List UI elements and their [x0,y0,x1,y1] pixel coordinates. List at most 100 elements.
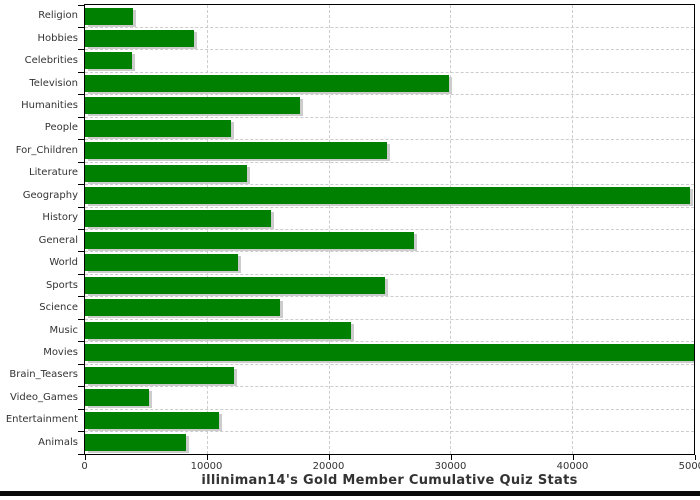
y-axis-label-hobbies: Hobbies [37,32,78,44]
bar-video_games [85,389,149,407]
y-axis-tick [78,139,84,141]
y-axis-tick [78,408,84,410]
bar-general [85,232,414,249]
x-axis-tick-label: 50000 [678,461,700,472]
bottom-divider-bar [0,491,700,496]
x-axis-tick [572,455,574,460]
horizontal-gridline [85,71,694,73]
y-axis-label-animals: Animals [38,436,78,448]
y-axis-label-music: Music [49,324,78,336]
y-axis-tick [78,116,84,118]
y-axis-label-movies: Movies [43,346,78,358]
horizontal-gridline [85,139,694,141]
y-axis-tick [78,273,84,275]
bar-science [85,299,280,317]
y-axis-label-television: Television [29,77,78,89]
horizontal-gridline [85,273,694,275]
y-axis-tick [78,26,84,28]
bar-sports [85,276,386,294]
plot-area [84,4,695,455]
horizontal-gridline [85,206,694,208]
y-axis-tick [78,386,84,388]
bar-television [85,74,449,92]
bar-literature [85,164,248,182]
y-axis-label-people: People [44,122,78,134]
horizontal-gridline [85,49,694,51]
bar-for_children [85,142,388,160]
vertical-gridline [572,5,574,454]
y-axis-tick [78,71,84,73]
y-axis-tick [78,318,84,320]
horizontal-gridline [85,116,694,118]
y-axis-label-video_games: Video_Games [10,391,78,403]
y-axis-tick [78,431,84,433]
y-axis-label-brain_teasers: Brain_Teasers [9,369,78,381]
horizontal-gridline [85,296,694,298]
bar-movies [85,344,694,362]
y-axis-tick [78,4,84,6]
y-axis-tick [78,229,84,230]
y-axis-tick [78,184,84,186]
y-axis-label-humanities: Humanities [21,100,78,112]
y-axis-tick [78,206,84,208]
horizontal-gridline [85,431,694,433]
y-axis-label-science: Science [39,302,78,314]
y-axis-tick [78,363,84,365]
x-axis-tick [694,455,696,460]
chart-title: illiniman14's Gold Member Cumulative Qui… [201,473,578,488]
bar-religion [85,7,134,25]
y-axis-label-world: World [49,257,78,269]
bar-humanities [85,97,301,115]
bar-world [85,254,238,272]
y-axis-tick [78,453,84,455]
horizontal-gridline [85,341,694,343]
x-axis-tick [84,455,86,460]
y-axis-label-geography: Geography [22,189,78,201]
horizontal-gridline [85,318,694,320]
bar-celebrities [85,52,132,70]
bar-entertainment [85,411,219,429]
horizontal-gridline [85,363,694,365]
horizontal-gridline [85,386,694,388]
horizontal-gridline [85,229,694,230]
y-axis-tick [78,94,84,96]
vertical-gridline [450,5,452,454]
bar-hobbies [85,29,194,47]
horizontal-gridline [85,251,694,253]
y-axis-label-religion: Religion [38,10,78,22]
x-axis-tick-label: 10000 [190,461,223,472]
x-axis-tick [450,455,452,460]
horizontal-gridline [85,94,694,96]
y-axis-label-entertainment: Entertainment [5,414,78,426]
vertical-gridline [328,5,330,454]
x-axis-tick-label: 0 [81,461,88,472]
horizontal-gridline [85,184,694,186]
horizontal-gridline [85,161,694,163]
y-axis-label-celebrities: Celebrities [24,55,78,67]
bar-geography [85,187,690,205]
y-axis-label-sports: Sports [45,279,78,291]
bar-people [85,119,232,137]
vertical-gridline [206,5,208,454]
bar-animals [85,434,187,452]
y-axis-label-literature: Literature [29,167,78,179]
y-axis-label-for_children: For_Children [15,144,78,156]
x-axis-tick [328,455,330,460]
y-axis-label-history: History [42,212,78,224]
x-axis-tick-label: 30000 [434,461,467,472]
bar-brain_teasers [85,366,235,384]
y-axis-tick [78,49,84,51]
horizontal-gridline [85,26,694,28]
x-axis-tick-label: 20000 [312,461,345,472]
bar-history [85,209,271,227]
y-axis-tick [78,296,84,298]
bar-music [85,321,351,339]
x-axis-tick [206,455,208,460]
y-axis-tick [78,161,84,163]
horizontal-gridline [85,408,694,410]
x-axis-tick-label: 40000 [556,461,589,472]
y-axis-label-general: General [38,234,78,246]
y-axis-tick [78,341,84,343]
y-axis-tick [78,251,84,253]
